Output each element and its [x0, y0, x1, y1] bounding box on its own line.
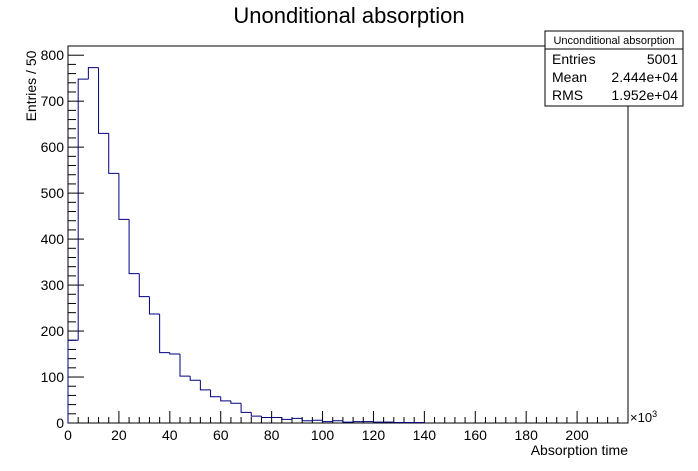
x-tick-label: 0: [64, 427, 72, 443]
histogram-bin: [128, 219, 140, 275]
x-tick-label: 160: [464, 427, 488, 443]
x-multiplier-exponent: 3: [652, 409, 657, 419]
y-tick-label: 800: [41, 47, 65, 63]
x-multiplier-label: ×103: [630, 409, 657, 425]
x-axis-label: Absorption time: [531, 442, 628, 458]
histogram-bin: [87, 67, 99, 80]
stats-mean-label: Mean: [552, 69, 587, 85]
y-tick-label: 500: [41, 185, 65, 201]
histogram-bin: [118, 173, 130, 220]
x-tick-label: 180: [515, 427, 539, 443]
stats-rms-label: RMS: [552, 87, 583, 103]
y-axis-label: Entries / 50: [23, 50, 39, 121]
stats-rms-value: 1.952e+04: [611, 87, 678, 103]
histogram-bin: [220, 396, 231, 402]
stats-entries-value: 5001: [647, 51, 678, 67]
histogram-bin: [108, 133, 119, 174]
histogram-bin: [77, 78, 89, 341]
histogram-bin: [230, 400, 242, 404]
y-tick-label: 600: [41, 139, 65, 155]
histogram-bin: [332, 420, 343, 422]
histogram-bin: [281, 417, 292, 420]
x-tick-label: 80: [264, 427, 280, 443]
x-tick-label: 20: [111, 427, 127, 443]
histogram-bin: [240, 403, 252, 413]
histogram-bin: [67, 339, 79, 423]
y-tick-label: 300: [41, 277, 65, 293]
x-tick-label: 60: [213, 427, 229, 443]
histogram-bin: [138, 273, 150, 298]
histogram-bin: [148, 296, 160, 315]
histogram-bin: [199, 380, 211, 391]
stats-box-title: Unconditional absorption: [553, 35, 674, 47]
histogram-bin: [250, 412, 262, 417]
y-tick-label: 0: [56, 415, 64, 431]
plot-frame: [67, 45, 629, 424]
x-tick-label: 200: [565, 427, 589, 443]
histogram-bin: [98, 67, 109, 134]
histogram-bin: [169, 352, 180, 355]
histogram-bin: [301, 418, 313, 422]
histogram-bin: [260, 416, 272, 418]
x-tick-label: 100: [311, 427, 335, 443]
histogram-bin: [291, 417, 303, 420]
y-tick-label: 700: [41, 93, 65, 109]
histogram-bin: [342, 420, 354, 423]
histogram-bin: [159, 314, 170, 354]
histogram-bin: [179, 354, 191, 377]
stats-mean-value: 2.444e+04: [611, 69, 678, 85]
x-tick-label: 140: [413, 427, 437, 443]
x-tick-label: 40: [162, 427, 178, 443]
y-tick-label: 100: [41, 369, 65, 385]
stats-box: Unconditional absorption Entries 5001 Me…: [544, 30, 684, 107]
stats-box-border: [544, 30, 684, 107]
chart-title: Unonditional absorption: [233, 3, 464, 28]
y-tick-label: 400: [41, 231, 65, 247]
histogram-bin: [189, 376, 201, 381]
histogram-bin: [322, 420, 333, 423]
y-tick-label: 200: [41, 323, 65, 339]
stats-entries-label: Entries: [552, 51, 596, 67]
x-tick-label: 120: [362, 427, 386, 443]
x-multiplier-base: ×10: [630, 410, 652, 425]
histogram-bin: [210, 389, 221, 398]
